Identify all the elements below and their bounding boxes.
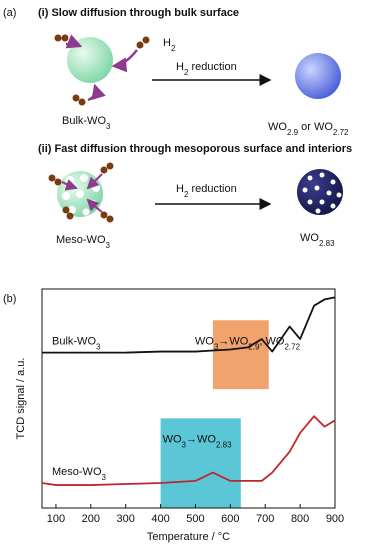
text-part: WO	[163, 433, 182, 445]
x-tick-label: 100	[47, 513, 65, 525]
text-part: WO	[195, 335, 214, 347]
text-part: reduction	[188, 61, 236, 73]
x-tick-label: 300	[117, 513, 135, 525]
series-label: Bulk-WO3	[52, 336, 101, 352]
x-tick-label: 900	[326, 513, 344, 525]
h2-molecules	[54, 34, 150, 106]
diffusion-arrows	[61, 173, 103, 213]
arrow-label: H2 reduction	[176, 183, 237, 199]
subscript: 2	[171, 44, 176, 53]
text-part: Bulk-WO	[62, 115, 106, 127]
gas-label: H2	[163, 37, 176, 53]
diffusion-arrows	[65, 34, 138, 102]
subscript: 3	[102, 472, 107, 481]
x-tick-label: 400	[151, 513, 169, 525]
series-line	[42, 296, 336, 354]
x-tick-label: 700	[256, 513, 274, 525]
text-part: Meso-WO	[56, 234, 106, 246]
region-label: WO3→WO2.83	[163, 433, 232, 449]
text-part: Meso-WO	[52, 466, 102, 478]
subscript: 2	[184, 68, 189, 77]
subscript: 2.72	[333, 128, 349, 137]
text-part: Bulk-WO	[52, 336, 96, 348]
x-tick-label: 500	[186, 513, 204, 525]
series-label: Meso-WO3	[52, 466, 107, 482]
x-tick-label: 800	[291, 513, 309, 525]
product-label: WO2.9 or WO2.72	[268, 121, 349, 137]
panel-label: (a)	[3, 7, 16, 19]
reactant-label: Meso-WO3	[56, 234, 111, 250]
region-label: WO3→WO2.9, WO2.72	[195, 335, 301, 351]
text-part: reduction	[188, 183, 236, 195]
text-part: or WO	[298, 121, 333, 133]
panel-label: (b)	[3, 293, 16, 305]
plot-frame	[41, 288, 336, 509]
bulk-sphere	[67, 37, 113, 83]
subscript: 2	[184, 190, 189, 199]
y-axis-label: TCD signal / a.u.	[15, 358, 27, 440]
series-line	[41, 415, 336, 486]
region	[160, 418, 241, 508]
subscript: 3	[106, 122, 111, 131]
pores	[302, 172, 342, 214]
subscript: 3	[106, 241, 111, 250]
text-part: →WO	[218, 335, 248, 347]
subscript: 2.9	[287, 128, 299, 137]
x-tick-label: 200	[82, 513, 100, 525]
product-label: WO2.83	[300, 232, 335, 248]
arrow-label: H2 reduction	[176, 61, 237, 77]
subscript: 3	[182, 440, 187, 449]
product-sphere	[295, 53, 341, 99]
text-part: WO	[268, 121, 287, 133]
step-heading: (i) Slow diffusion through bulk surface	[38, 7, 239, 19]
text-part: H	[163, 37, 171, 49]
subscript: 3	[214, 342, 219, 351]
text-part: H	[176, 61, 184, 73]
text-part: →WO	[186, 433, 216, 445]
region	[212, 320, 269, 390]
reactant-label: Bulk-WO3	[62, 115, 111, 131]
text-part: WO	[300, 232, 319, 244]
x-axis-label: Temperature / °C	[147, 531, 230, 543]
subscript: 2.83	[319, 239, 335, 248]
x-tick-label: 600	[221, 513, 239, 525]
subscript: 2.9	[248, 342, 260, 351]
subscript: 2.72	[284, 342, 300, 351]
subscript: 2.83	[216, 440, 232, 449]
text-part: H	[176, 183, 184, 195]
step-heading: (ii) Fast diffusion through mesoporous s…	[38, 143, 352, 155]
h2-molecules	[48, 162, 114, 223]
subscript: 3	[96, 342, 101, 351]
